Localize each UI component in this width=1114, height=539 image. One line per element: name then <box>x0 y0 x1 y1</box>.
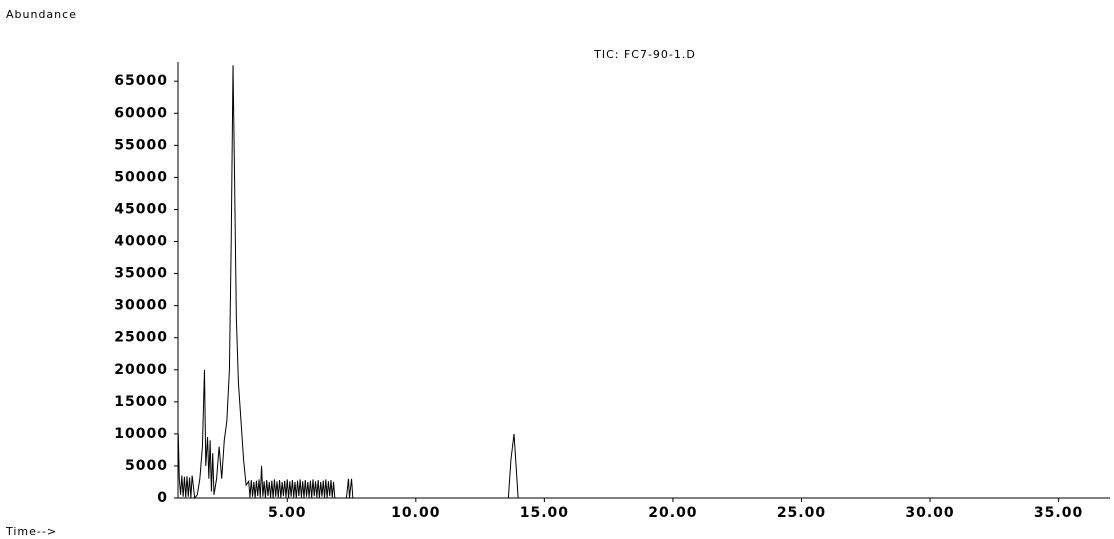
y-axis-label: Abundance <box>6 8 77 21</box>
y-tick-label: 5000 <box>125 458 168 474</box>
x-axis-label: Time--> <box>5 525 57 538</box>
x-tick-label: 10.00 <box>391 505 440 521</box>
x-tick-label: 35.00 <box>1034 505 1083 521</box>
x-tick-label: 25.00 <box>777 505 826 521</box>
y-tick-label: 45000 <box>114 201 168 217</box>
y-tick-label: 40000 <box>114 234 168 250</box>
y-tick-label: 20000 <box>114 362 168 378</box>
y-tick-label: 30000 <box>114 298 168 314</box>
y-tick-label: 65000 <box>114 73 168 89</box>
y-tick-label: 60000 <box>114 105 168 121</box>
y-tick-label: 55000 <box>114 137 168 153</box>
chart-title: TIC: FC7-90-1.D <box>593 48 696 61</box>
y-tick-label: 10000 <box>114 426 168 442</box>
x-tick-label: 15.00 <box>520 505 569 521</box>
trace-line <box>177 65 1110 500</box>
y-tick-label: 35000 <box>114 266 168 282</box>
y-tick-label: 25000 <box>114 330 168 346</box>
x-tick-label: 30.00 <box>905 505 954 521</box>
x-tick-label: 20.00 <box>648 505 697 521</box>
y-tick-label: 15000 <box>114 394 168 410</box>
x-tick-label: 5.00 <box>268 505 307 521</box>
y-tick-label: 50000 <box>114 169 168 185</box>
y-tick-label: 0 <box>157 490 168 506</box>
